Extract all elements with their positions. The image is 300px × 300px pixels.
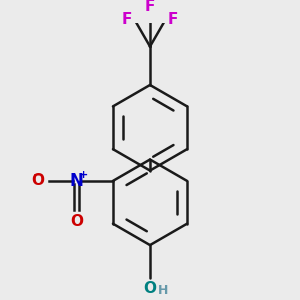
Text: H: H xyxy=(158,284,168,297)
Text: O: O xyxy=(70,214,83,230)
Text: −: − xyxy=(33,168,44,181)
Text: F: F xyxy=(122,12,132,27)
Text: F: F xyxy=(145,0,155,14)
Text: O: O xyxy=(143,281,157,296)
Text: +: + xyxy=(79,170,88,180)
Text: F: F xyxy=(168,12,178,27)
Text: N: N xyxy=(70,172,83,190)
Text: O: O xyxy=(32,173,44,188)
